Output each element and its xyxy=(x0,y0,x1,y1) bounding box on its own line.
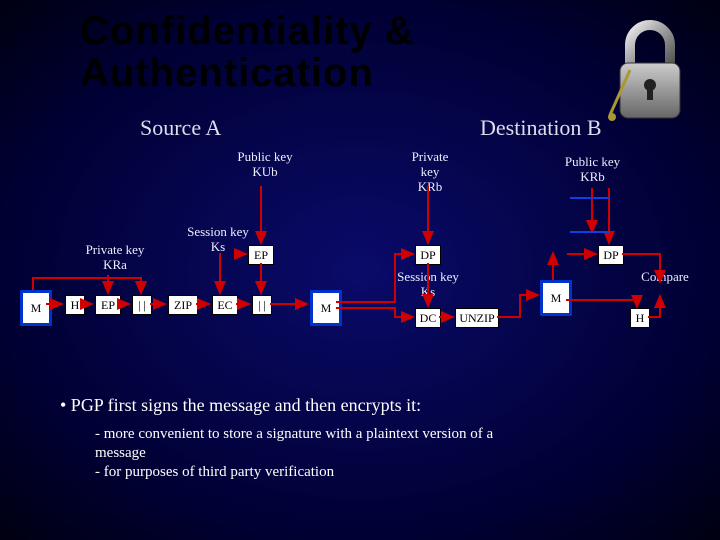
box-unzip: UNZIP xyxy=(455,308,499,328)
label-sessionkey2: Session keyKs xyxy=(388,270,468,300)
title-line1: Confidentiality & xyxy=(80,9,415,53)
box-h2: H xyxy=(630,308,650,328)
box-h1: H xyxy=(65,295,85,315)
label-compare: Compare xyxy=(635,270,695,285)
label-pubkey-kub: Public keyKUb xyxy=(225,150,305,180)
sub-lines: - more convenient to store a signature w… xyxy=(95,425,655,481)
box-m2: M xyxy=(310,290,342,326)
box-ep1: EP xyxy=(95,295,121,315)
slide-title: Confidentiality & Authentication xyxy=(80,10,415,94)
header-dest-b: Destination B xyxy=(480,115,602,141)
label-privkey-kra: Private keyKRa xyxy=(75,243,155,273)
box-m3: M xyxy=(540,280,572,316)
header-source-a: Source A xyxy=(140,115,221,141)
label-pubkey-krb: Public keyKRb xyxy=(555,155,630,185)
box-cat1: | | xyxy=(132,295,152,315)
title-line2: Authentication xyxy=(80,51,374,95)
box-cat2: | | xyxy=(252,295,272,315)
label-privkey-krb: PrivatekeyKRb xyxy=(400,150,460,195)
box-dp2: DP xyxy=(598,245,624,265)
box-m1: M xyxy=(20,290,52,326)
padlock-image xyxy=(605,15,695,125)
box-dc: DC xyxy=(415,308,441,328)
box-ep2: EP xyxy=(248,245,274,265)
label-sessionkey1: Session keyKs xyxy=(178,225,258,255)
box-zip: ZIP xyxy=(168,295,198,315)
bullet-line: • PGP first signs the message and then e… xyxy=(60,395,421,416)
box-dp1: DP xyxy=(415,245,441,265)
box-ec: EC xyxy=(212,295,238,315)
